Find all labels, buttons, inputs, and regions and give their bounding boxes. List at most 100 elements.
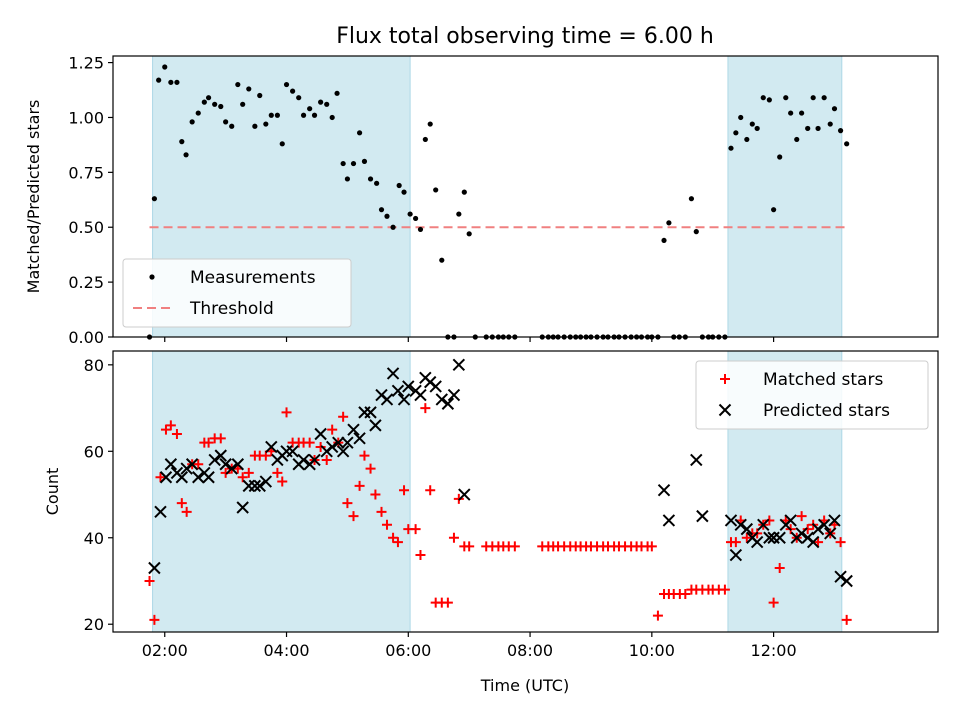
data-point: [824, 527, 837, 540]
legend: Measurements Threshold: [122, 258, 352, 328]
series-predicted-stars: [148, 358, 853, 588]
data-point: [324, 101, 330, 107]
data-point: [728, 145, 734, 151]
data-point: [265, 440, 278, 454]
data-point: [195, 110, 201, 116]
data-point: [741, 532, 752, 543]
data-point: [314, 427, 327, 441]
data-point: [757, 518, 770, 531]
data-point: [151, 196, 158, 202]
data-point: [828, 514, 841, 527]
axes-frame: [112, 55, 939, 338]
data-point: [162, 64, 168, 70]
data-point: [164, 458, 178, 471]
data-point: [652, 610, 663, 621]
data-point: [802, 524, 813, 535]
data-point: [348, 511, 359, 522]
data-point: [447, 388, 461, 402]
data-point: [817, 518, 831, 531]
data-point: [370, 489, 381, 500]
data-point: [733, 130, 739, 136]
data-point: [841, 614, 852, 625]
data-point: [340, 160, 346, 167]
data-point: [729, 548, 743, 562]
data-point: [219, 458, 232, 471]
bottom-panel: 20 40 60 80 02:00 04:00 06:00 08:00 10:00 12:00 Co…: [43, 350, 939, 660]
data-point: [774, 563, 785, 574]
data-point: [738, 114, 744, 121]
data-point: [378, 207, 385, 213]
data-point: [259, 475, 273, 488]
data-point: [311, 112, 318, 118]
data-point: [215, 433, 226, 444]
data-point: [225, 462, 238, 475]
data-point: [272, 467, 283, 478]
data-point: [361, 158, 368, 164]
data-point: [281, 407, 292, 418]
data-point: [427, 121, 433, 127]
data-point: [390, 224, 396, 230]
data-point: [307, 106, 313, 112]
y-tick-label: 40: [84, 529, 104, 548]
data-point: [176, 498, 187, 509]
data-point: [148, 561, 161, 575]
data-point: [304, 437, 315, 448]
x-tick-label: 10:00: [629, 641, 675, 660]
data-point: [415, 550, 426, 561]
data-point: [402, 380, 415, 393]
x-tick-label: 02:00: [142, 641, 188, 660]
data-point: [308, 453, 321, 467]
data-point: [149, 614, 160, 625]
data-point: [240, 101, 246, 107]
data-point: [318, 99, 324, 105]
data-point: [279, 141, 285, 147]
data-point: [384, 213, 390, 219]
y-tick-label: 1.25: [68, 54, 104, 73]
legend-box: [695, 360, 929, 430]
data-point: [203, 437, 214, 448]
x-axis-label: Time (UTC): [480, 676, 569, 695]
data-point: [764, 515, 775, 526]
data-point: [435, 393, 448, 406]
data-point: [771, 207, 777, 213]
data-point: [252, 123, 258, 129]
data-point: [754, 125, 760, 132]
data-point: [429, 380, 442, 393]
data-point: [662, 514, 676, 527]
data-point: [201, 99, 207, 105]
data-point: [831, 106, 838, 112]
data-point: [730, 537, 741, 548]
data-point: [386, 367, 400, 380]
data-point: [760, 95, 766, 101]
data-point: [327, 424, 338, 435]
data-point: [231, 458, 245, 471]
data-point: [229, 123, 235, 129]
data-point: [399, 485, 410, 496]
y-tick-label: 0.50: [68, 218, 104, 237]
data-point: [805, 125, 811, 132]
data-point: [397, 393, 411, 406]
data-point: [391, 384, 405, 397]
legend-marker-dot: [149, 274, 155, 280]
data-point: [827, 121, 833, 127]
data-point: [218, 103, 224, 110]
data-point: [773, 531, 786, 544]
data-point: [344, 176, 351, 182]
data-point: [325, 440, 339, 454]
data-point: [268, 112, 274, 118]
data-point: [693, 229, 699, 235]
legend-label: Measurements: [190, 268, 316, 288]
data-point: [283, 81, 290, 88]
data-point: [413, 215, 419, 222]
observing-window-span: [727, 55, 843, 338]
data-point: [380, 393, 394, 406]
data-point: [354, 480, 365, 491]
data-point: [165, 420, 176, 431]
data-point: [452, 358, 466, 372]
data-point: [433, 187, 439, 193]
data-point: [799, 110, 805, 116]
data-point: [777, 154, 783, 160]
data-point: [724, 514, 738, 527]
data-point: [784, 514, 797, 527]
data-point: [811, 522, 825, 536]
